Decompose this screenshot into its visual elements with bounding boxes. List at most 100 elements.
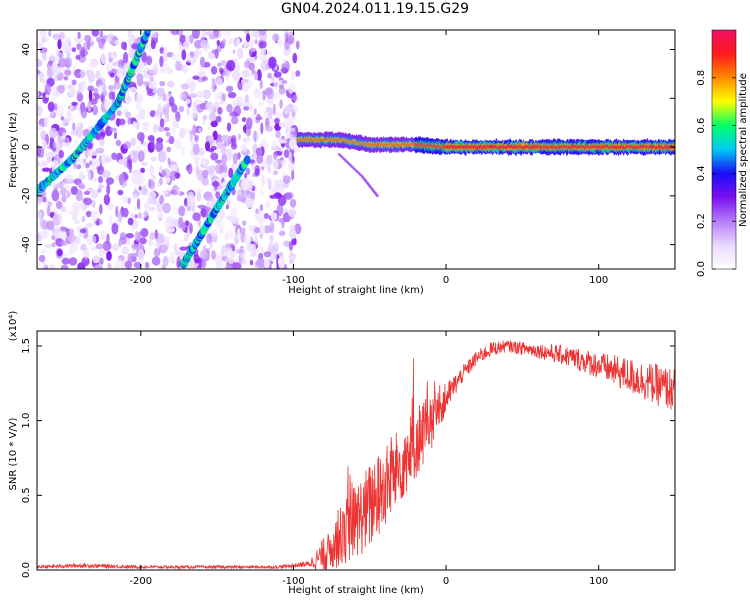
heatmap-noise-cell — [63, 76, 69, 81]
heatmap-noise-cell — [90, 210, 99, 222]
heatmap-noise-cell — [266, 87, 274, 100]
heatmap-noise-cell — [189, 34, 194, 44]
heatmap-noise-cell — [178, 205, 186, 217]
heatmap-noise-cell — [178, 105, 185, 113]
heatmap-noise-cell — [278, 159, 288, 164]
heatmap-noise-cell — [245, 94, 249, 103]
heatmap-noise-cell — [91, 30, 99, 37]
heatmap-noise-cell — [83, 190, 91, 196]
heatmap-noise-cell — [168, 135, 175, 145]
heatmap-noise-cell — [156, 214, 163, 219]
heatmap-noise-cell — [200, 156, 206, 165]
heatmap-noise-cell — [136, 73, 144, 82]
heatmap-noise-cell — [215, 116, 222, 123]
heatmap-noise-cell — [198, 66, 207, 71]
heatmap-noise-cell — [99, 204, 103, 215]
heatmap-noise-cell — [105, 37, 112, 42]
heatmap-noise-cell — [255, 147, 263, 157]
heatmap-noise-cell — [283, 48, 291, 56]
heatmap-noise-cell — [170, 252, 175, 262]
heatmap-cells — [37, 30, 675, 269]
heatmap-noise-cell — [55, 182, 64, 189]
heatmap-noise-cell — [46, 205, 51, 217]
heatmap-noise-cell — [44, 83, 52, 95]
heatmap-noise-cell — [69, 245, 74, 256]
heatmap-noise-cell — [276, 203, 284, 216]
heatmap-noise-cell — [187, 194, 195, 207]
heatmap-noise-cell — [279, 99, 283, 109]
heatmap-branch-cell — [376, 194, 379, 198]
heatmap-noise-cell — [64, 174, 73, 182]
heatmap-noise-cell — [90, 190, 99, 199]
heatmap-noise-cell — [147, 191, 157, 200]
heatmap-noise-cell — [110, 52, 116, 60]
heatmap-noise-cell — [39, 71, 45, 84]
heatmap-noise-cell — [137, 131, 145, 142]
heatmap-noise-cell — [200, 39, 209, 49]
heatmap-x-tick-label: 100 — [589, 275, 608, 286]
heatmap-noise-cell — [194, 49, 199, 59]
heatmap-noise-cell — [37, 161, 40, 168]
heatmap-noise-cell — [109, 72, 115, 78]
heatmap-noise-cell — [216, 39, 220, 47]
heatmap-noise-cell — [210, 120, 218, 128]
heatmap-noise-cell — [290, 70, 296, 81]
heatmap-noise-cell — [118, 118, 126, 126]
heatmap-noise-cell — [149, 199, 159, 205]
heatmap-noise-cell — [226, 103, 233, 113]
heatmap-noise-cell — [273, 71, 282, 78]
heatmap-noise-cell — [80, 243, 87, 251]
heatmap-noise-cell — [213, 30, 220, 38]
heatmap-noise-cell — [251, 30, 260, 38]
heatmap-noise-cell — [98, 38, 105, 49]
heatmap-noise-cell — [165, 131, 171, 137]
heatmap-noise-cell — [79, 49, 89, 57]
heatmap-noise-cell — [162, 256, 169, 267]
heatmap-noise-cell — [69, 84, 76, 97]
heatmap-noise-cell — [166, 146, 172, 153]
heatmap-noise-cell — [61, 131, 67, 142]
heatmap-noise-cell — [95, 147, 105, 154]
heatmap-noise-cell — [223, 30, 231, 39]
heatmap-noise-cell — [237, 47, 244, 59]
heatmap-noise-cell — [123, 60, 128, 73]
heatmap-noise-cell — [263, 111, 269, 117]
heatmap-noise-cell — [192, 143, 200, 156]
heatmap-noise-cell — [289, 251, 294, 258]
heatmap-noise-cell — [81, 215, 86, 223]
heatmap-noise-cell — [146, 55, 153, 66]
heatmap-noise-cell — [58, 57, 67, 68]
heatmap-noise-cell — [241, 227, 246, 235]
heatmap-noise-cell — [139, 237, 147, 245]
heatmap-noise-cell — [179, 91, 187, 101]
heatmap-noise-cell — [225, 264, 233, 269]
heatmap-noise-cell — [159, 195, 165, 205]
heatmap-noise-cell — [200, 249, 208, 260]
heatmap-noise-cell — [218, 99, 225, 105]
heatmap-noise-cell — [211, 81, 217, 93]
heatmap-noise-cell — [79, 228, 87, 234]
heatmap-noise-cell — [132, 121, 137, 128]
heatmap-noise-cell — [160, 190, 168, 195]
heatmap-noise-cell — [80, 101, 86, 113]
heatmap-noise-cell — [122, 51, 129, 64]
heatmap-noise-cell — [277, 256, 286, 268]
heatmap-noise-cell — [291, 105, 299, 113]
heatmap-noise-cell — [52, 61, 58, 70]
heatmap-noise-cell — [246, 167, 251, 176]
heatmap-noise-cell — [74, 36, 83, 44]
snr-y-tick-label: 0.0 — [21, 562, 32, 578]
heatmap-noise-cell — [267, 50, 273, 58]
heatmap-noise-cell — [265, 200, 271, 209]
heatmap-noise-cell — [246, 73, 256, 78]
heatmap-noise-cell — [259, 166, 263, 179]
heatmap-noise-cell — [243, 106, 250, 111]
heatmap-noise-cell — [180, 83, 190, 90]
heatmap-noise-cell — [292, 94, 298, 102]
heatmap-noise-cell — [108, 57, 114, 63]
heatmap-noise-cell — [253, 234, 259, 246]
heatmap-noise-cell — [189, 223, 193, 234]
heatmap-noise-cell — [172, 202, 179, 215]
heatmap-noise-cell — [105, 177, 114, 185]
colorbar-label: Normalized spectral amplitude — [738, 73, 749, 227]
